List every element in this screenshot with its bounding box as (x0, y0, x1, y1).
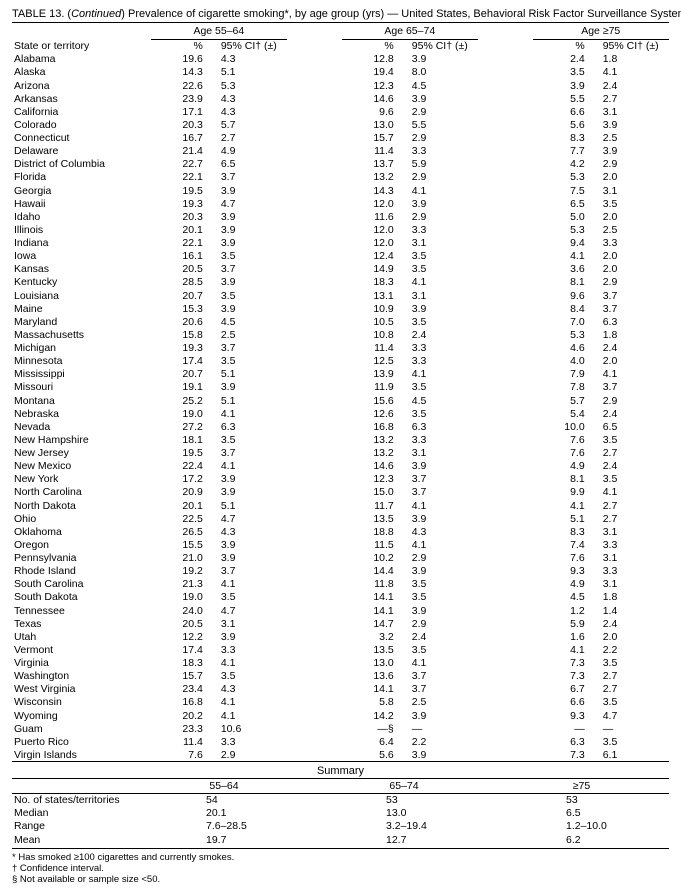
table-row: Puerto Rico11.43.36.42.26.33.5 (12, 736, 669, 749)
summary-row: Median20.113.06.5 (12, 807, 669, 820)
table-row: Guam23.310.6—§——— (12, 723, 669, 736)
table-row: Oregon15.53.911.54.17.43.3 (12, 539, 669, 552)
summary-row: No. of states/territories545353 (12, 794, 669, 808)
table-row: Texas20.53.114.72.95.92.4 (12, 618, 669, 631)
table-row: Georgia19.53.914.34.17.53.1 (12, 185, 669, 198)
table-row: Mississippi20.75.113.94.17.94.1 (12, 368, 669, 381)
table-row: Oklahoma26.54.318.84.38.33.1 (12, 526, 669, 539)
table-row: Colorado20.35.713.05.55.63.9 (12, 119, 669, 132)
table-row: Indiana22.13.912.03.19.43.3 (12, 237, 669, 250)
table-row: Massachusetts15.82.510.82.45.31.8 (12, 329, 669, 342)
table-row: Nebraska19.04.112.63.55.42.4 (12, 408, 669, 421)
table-row: Alaska14.35.119.48.03.54.1 (12, 66, 669, 79)
table-row: Iowa16.13.512.43.54.12.0 (12, 250, 669, 263)
table-row: North Carolina20.93.915.03.79.94.1 (12, 486, 669, 499)
table-row: Nevada27.26.316.86.310.06.5 (12, 421, 669, 434)
table-row: Tennessee24.04.714.13.91.21.4 (12, 605, 669, 618)
age-group-2: Age 65–74 (342, 25, 478, 40)
table-row: Louisiana20.73.513.13.19.63.7 (12, 290, 669, 303)
table-row: New Jersey19.53.713.23.17.62.7 (12, 447, 669, 460)
table-row: District of Columbia22.76.513.75.94.22.9 (12, 158, 669, 171)
table-row: Illinois20.13.912.03.35.32.5 (12, 224, 669, 237)
table-row: Delaware21.44.911.43.37.73.9 (12, 145, 669, 158)
table-row: Idaho20.33.911.62.95.02.0 (12, 211, 669, 224)
summary-row: Range7.6–28.53.2–19.41.2–10.0 (12, 820, 669, 833)
table-row: Connecticut16.72.715.72.98.32.5 (12, 132, 669, 145)
table-row: Missouri19.13.911.93.57.83.7 (12, 381, 669, 394)
age-group-1: Age 55–64 (151, 25, 287, 40)
footnotes: * Has smoked ≥100 cigarettes and current… (12, 852, 669, 886)
table-row: Rhode Island19.23.714.43.99.33.3 (12, 565, 669, 578)
table-row: Wisconsin16.84.15.82.56.63.5 (12, 696, 669, 709)
table-row: Kentucky28.53.918.34.18.12.9 (12, 276, 669, 289)
table-row: Maryland20.64.510.53.57.06.3 (12, 316, 669, 329)
age-group-3: Age ≥75 (533, 25, 670, 40)
table-title: TABLE 13. (Continued) Prevalence of ciga… (12, 8, 669, 20)
table-row: Vermont17.43.313.53.54.12.2 (12, 644, 669, 657)
table-row: Hawaii19.34.712.03.96.53.5 (12, 198, 669, 211)
table-row: Ohio22.54.713.53.95.12.7 (12, 513, 669, 526)
table-row: Florida22.13.713.22.95.32.0 (12, 171, 669, 184)
table-row: North Dakota20.15.111.74.14.12.7 (12, 500, 669, 513)
table-row: Utah12.23.93.22.41.62.0 (12, 631, 669, 644)
table-row: South Carolina21.34.111.83.54.93.1 (12, 578, 669, 591)
table-row: Arkansas23.94.314.63.95.52.7 (12, 93, 669, 106)
table-row: Minnesota17.43.512.53.34.02.0 (12, 355, 669, 368)
summary-table: 55–64 65–74 ≥75 No. of states/territorie… (12, 780, 669, 847)
table-row: South Dakota19.03.514.13.54.51.8 (12, 591, 669, 604)
table-row: Washington15.73.513.63.77.32.7 (12, 670, 669, 683)
table-row: Montana25.25.115.64.55.72.9 (12, 395, 669, 408)
table-row: New Mexico22.44.114.63.94.92.4 (12, 460, 669, 473)
summary-title: Summary (12, 765, 669, 777)
table-row: Pennsylvania21.03.910.22.97.63.1 (12, 552, 669, 565)
table-row: Wyoming20.24.114.23.99.34.7 (12, 710, 669, 723)
summary-row: Mean19.712.76.2 (12, 834, 669, 847)
table-row: Arizona22.65.312.34.53.92.4 (12, 80, 669, 93)
table-row: New Hampshire18.13.513.23.37.63.5 (12, 434, 669, 447)
table-row: Kansas20.53.714.93.53.62.0 (12, 263, 669, 276)
table-row: New York17.23.912.33.78.13.5 (12, 473, 669, 486)
table-row: Virginia18.34.113.04.17.33.5 (12, 657, 669, 670)
table-row: Alabama19.64.312.83.92.41.8 (12, 53, 669, 66)
state-header: State or territory (12, 40, 151, 54)
table-row: California17.14.39.62.96.63.1 (12, 106, 669, 119)
main-table: Age 55–64 Age 65–74 Age ≥75 State or ter… (12, 25, 669, 762)
table-row: West Virginia23.44.314.13.76.72.7 (12, 683, 669, 696)
table-row: Michigan19.33.711.43.34.62.4 (12, 342, 669, 355)
table-row: Maine15.33.910.93.98.43.7 (12, 303, 669, 316)
